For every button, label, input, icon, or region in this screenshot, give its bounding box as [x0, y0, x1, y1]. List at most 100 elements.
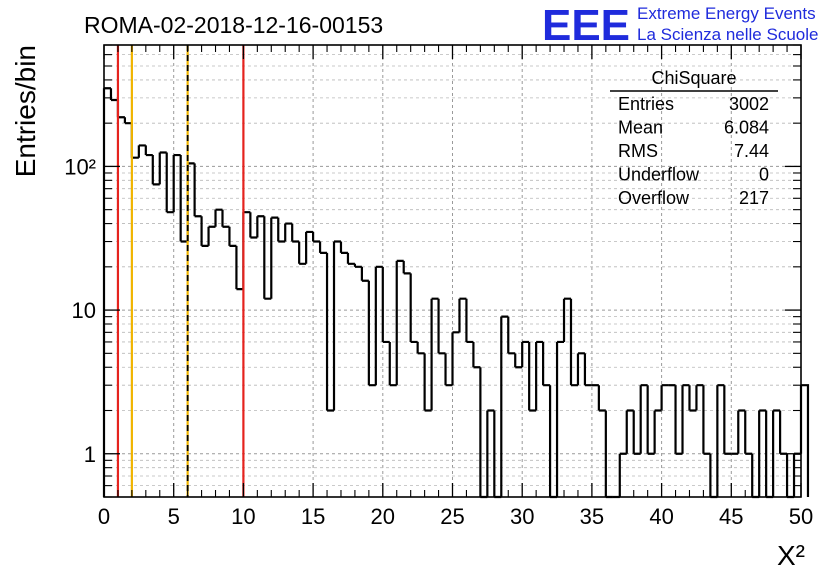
histogram-bin — [437, 298, 446, 355]
stats-label: Mean — [618, 118, 663, 138]
histogram-bin — [472, 341, 481, 369]
stats-rows: Entries 3002 Mean 6.084 RMS 7.44 Underflow 0 Ove… — [618, 94, 769, 208]
stats-box: ChiSquare Entries 3002 Mean 6.084 RMS 7.44 Und… — [610, 68, 778, 208]
eee-logo-mark: EEE — [542, 1, 630, 50]
x-tick-label: 5 — [168, 504, 180, 529]
histogram-bin — [165, 152, 174, 214]
histogram-bin — [702, 385, 711, 455]
histogram-bin — [318, 241, 328, 255]
histogram-bin — [688, 385, 697, 412]
histogram-bin — [583, 353, 592, 387]
histogram-bin — [395, 259, 404, 386]
x-axis: 0 5 10 15 20 25 30 35 40 45 50 — [98, 45, 813, 529]
histogram-bin — [179, 155, 188, 243]
histogram-bin — [562, 297, 571, 342]
histogram-bin — [158, 151, 167, 185]
stats-title: ChiSquare — [651, 68, 736, 88]
histogram-bin — [772, 409, 781, 497]
histogram-bin — [535, 340, 544, 411]
stats-value: 217 — [739, 188, 769, 208]
histogram-bin — [507, 316, 516, 355]
x-tick-label: 20 — [371, 504, 395, 529]
stats-value: 3002 — [729, 94, 769, 114]
histogram-bin — [277, 217, 286, 243]
histogram-bin — [123, 117, 132, 125]
histogram-bin — [660, 384, 669, 411]
eee-logo-line2: La Scienza nelle Scuole — [637, 25, 818, 44]
histogram-bin — [430, 297, 439, 411]
histogram-bin — [681, 384, 690, 454]
histogram-bin — [221, 209, 230, 228]
histogram-bin — [388, 341, 397, 387]
histogram-bin — [486, 409, 495, 497]
histogram-bin — [270, 216, 279, 299]
histogram-bin — [263, 216, 272, 300]
stats-label: RMS — [618, 141, 658, 161]
stats-label: Entries — [618, 94, 674, 114]
histogram-bin — [235, 245, 244, 291]
y-tick-label: 10 — [72, 298, 96, 323]
histogram-bin — [618, 452, 627, 497]
stats-value: 7.44 — [734, 141, 769, 161]
histogram-bin — [674, 385, 683, 455]
stats-label: Overflow — [618, 188, 690, 208]
histogram-bin — [312, 231, 321, 243]
histogram-bin — [214, 208, 223, 227]
x-tick-label: 25 — [440, 504, 464, 529]
histogram-bin — [451, 331, 460, 386]
histogram-bin — [291, 223, 300, 243]
eee-logo-line1: Extreme Energy Events — [637, 4, 816, 23]
x-tick-label: 40 — [649, 504, 673, 529]
histogram-bin — [200, 216, 209, 247]
eee-logo: EEE Extreme Energy Events La Scienza nel… — [542, 1, 818, 50]
histogram-bin — [256, 215, 265, 238]
histogram-bin — [416, 341, 425, 355]
histogram-bin — [737, 409, 746, 454]
histogram-bin — [758, 409, 767, 497]
histogram-bin — [723, 385, 732, 455]
histogram-bin — [695, 384, 704, 411]
histogram-bin — [367, 280, 376, 387]
histogram-bin — [332, 240, 341, 411]
y-tick-label: 10² — [64, 154, 96, 179]
histogram-bin — [360, 266, 369, 282]
histogram-bin — [144, 145, 153, 157]
stats-value: 6.084 — [724, 118, 769, 138]
y-axis-label: Entries/bin — [10, 45, 41, 177]
histogram-bin — [716, 384, 725, 497]
x-tick-label: 30 — [510, 504, 534, 529]
histogram-bin — [249, 212, 258, 239]
stats-label: Underflow — [618, 165, 700, 185]
histogram-bin — [542, 341, 551, 387]
x-tick-label: 35 — [580, 504, 604, 529]
histogram-bin — [381, 266, 390, 344]
histogram-bin — [555, 340, 565, 497]
histogram-bin — [569, 298, 578, 387]
chart-title: ROMA-02-2018-12-16-00153 — [84, 12, 383, 38]
x-tick-label: 0 — [98, 504, 110, 529]
histogram-bin — [646, 385, 655, 455]
x-tick-label: 15 — [301, 504, 325, 529]
histogram-bin — [576, 352, 585, 386]
histogram-bin — [409, 273, 418, 344]
histogram-bin — [625, 409, 634, 454]
x-tick-label: 45 — [719, 504, 743, 529]
x-tick-label: 10 — [231, 504, 255, 529]
histogram-bin — [137, 144, 146, 158]
histogram-bin — [339, 241, 348, 255]
histogram-bin — [353, 263, 362, 268]
histogram-bin — [423, 353, 432, 412]
histogram-bin — [653, 409, 662, 454]
histogram-bin — [402, 260, 411, 275]
histogram-bin — [458, 297, 467, 333]
histogram-bin — [305, 230, 314, 264]
histogram-bin — [346, 252, 355, 265]
histogram-bin — [444, 353, 453, 387]
histogram-bin — [744, 410, 753, 455]
histogram-bin — [514, 353, 523, 369]
histogram-bin — [632, 410, 641, 455]
stats-value: 0 — [759, 165, 769, 185]
